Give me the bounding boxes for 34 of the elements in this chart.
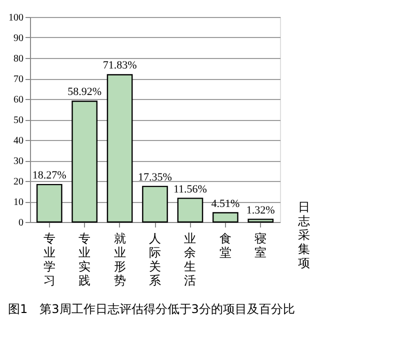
y-tick-label: 30 bbox=[14, 156, 24, 167]
bar bbox=[177, 198, 204, 223]
bar bbox=[36, 184, 62, 223]
data-label: 18.27% bbox=[32, 170, 66, 182]
y-tick-label: 90 bbox=[14, 33, 24, 44]
x-tick-label: 食堂 bbox=[219, 232, 232, 260]
x-tick-label: 人际关系 bbox=[149, 232, 161, 288]
y-tick-label: 100 bbox=[8, 12, 24, 24]
y-tick-label: 40 bbox=[14, 136, 24, 146]
y-tick-label: 10 bbox=[14, 197, 24, 208]
y-tick-label: 50 bbox=[14, 115, 24, 126]
y-tick-label: 0 bbox=[18, 218, 24, 228]
data-label: 71.83% bbox=[102, 60, 137, 72]
data-label: 58.92% bbox=[68, 86, 102, 98]
y-tick-label: 60 bbox=[14, 94, 24, 106]
y-tick-label: 80 bbox=[14, 54, 24, 64]
bar bbox=[142, 186, 168, 223]
x-axis-title: 日志采集项 bbox=[298, 200, 310, 270]
x-tick-label: 就业形势 bbox=[114, 232, 126, 288]
bar bbox=[212, 212, 238, 223]
data-label: 1.32% bbox=[246, 204, 275, 216]
text: 图1 第3周工作日志评估得分低于3分的项目及百分比 bbox=[8, 302, 295, 316]
x-tick-label: 寝室 bbox=[254, 232, 267, 260]
y-tick-label: 20 bbox=[14, 176, 24, 188]
x-tick-label: 专业学习 bbox=[43, 232, 56, 288]
data-label: 17.35% bbox=[138, 171, 172, 184]
bar bbox=[248, 218, 274, 223]
y-tick-label: 70 bbox=[14, 74, 24, 85]
x-tick-label: 业余生活 bbox=[184, 232, 196, 288]
bar bbox=[106, 74, 133, 223]
x-tick-label: 专业实践 bbox=[78, 232, 91, 288]
data-label: 4.51% bbox=[211, 198, 240, 210]
bar bbox=[72, 100, 98, 223]
data-label: 11.56% bbox=[173, 183, 207, 196]
